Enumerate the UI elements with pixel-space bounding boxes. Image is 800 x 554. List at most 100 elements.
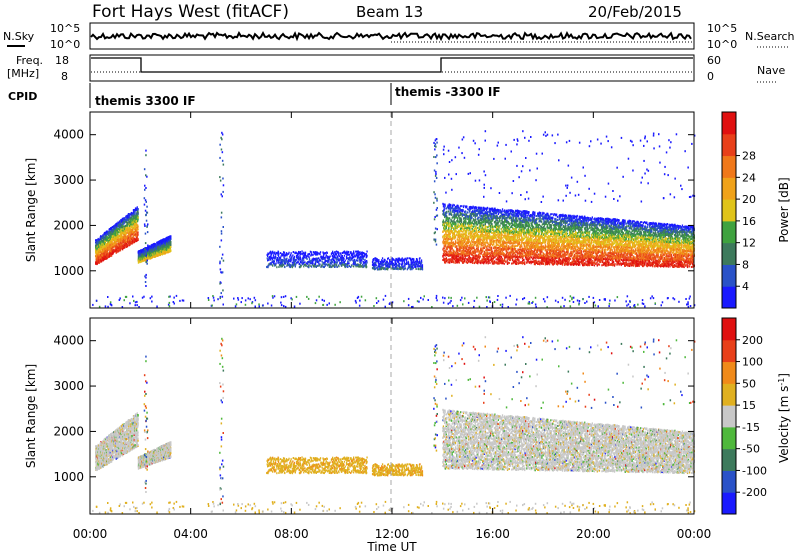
power-cell: [351, 264, 353, 267]
power-cell: [121, 247, 123, 250]
power-cell: [106, 254, 108, 257]
power-cell: [325, 263, 327, 266]
freq-panel: [89, 54, 695, 82]
nave-tick-top: 60: [707, 54, 721, 67]
power-cell: [457, 223, 459, 226]
power-cell: [160, 239, 162, 242]
power-cell: [127, 227, 130, 230]
power-cell: [108, 242, 110, 245]
power-cell: [364, 258, 366, 261]
power-cell: [114, 238, 116, 241]
power-cell: [152, 255, 154, 258]
power-cell: [303, 261, 305, 264]
power-cell: [98, 247, 100, 250]
power-cell: [130, 219, 132, 222]
power-cell: [113, 238, 115, 241]
power-cell: [138, 259, 140, 262]
power-cell: [391, 257, 393, 260]
power-cell: [297, 261, 299, 264]
power-cell: [96, 261, 98, 264]
power-cell: [115, 241, 117, 244]
power-cell: [133, 237, 135, 240]
power-cell: [128, 233, 130, 236]
power-cell: [102, 243, 104, 246]
power-cell: [447, 258, 449, 261]
power-cell: [373, 258, 375, 260]
power-cell: [115, 248, 117, 251]
power-cell: [97, 256, 99, 258]
power-cell: [136, 228, 138, 231]
power-cell: [100, 258, 102, 261]
power-cell: [134, 224, 136, 227]
power-cell: [98, 254, 100, 257]
power-cell: [101, 246, 103, 248]
power-cell: [381, 257, 384, 260]
power-cell: [128, 242, 130, 244]
power-cell: [118, 236, 120, 239]
power-cell: [101, 252, 103, 255]
power-cell: [348, 262, 350, 265]
power-cell: [122, 235, 124, 238]
power-cell: [119, 236, 122, 238]
cpid-segment-1: themis 3300 IF: [95, 94, 196, 108]
power-cell: [443, 254, 445, 257]
power-cell: [353, 265, 355, 268]
power-cell: [133, 217, 135, 220]
power-cell: [335, 253, 338, 256]
power-cell: [458, 254, 460, 256]
power-cell: [170, 242, 172, 245]
power-cell: [444, 205, 446, 207]
power-cell: [329, 255, 331, 258]
power-cell: [118, 231, 120, 234]
power-cell: [318, 262, 320, 265]
nave-label: Nave: [757, 64, 785, 77]
power-cell: [106, 244, 108, 247]
power-cell: [293, 251, 295, 253]
power-cell: [156, 250, 158, 253]
power-cell: [303, 256, 306, 259]
power-cell: [137, 216, 139, 219]
power-cell: [136, 235, 138, 238]
power-cell: [137, 225, 139, 228]
power-cell: [464, 252, 466, 255]
power-cell: [272, 264, 274, 267]
power-cell: [459, 205, 462, 208]
power-cell: [121, 226, 123, 229]
power-cell: [118, 248, 120, 251]
power-cell: [111, 234, 113, 237]
power-cell: [454, 261, 456, 264]
power-cell: [126, 224, 129, 227]
power-cell: [161, 244, 163, 247]
power-cell: [387, 257, 390, 260]
power-cell: [115, 246, 117, 249]
power-cell: [449, 209, 452, 212]
power-cell: [101, 238, 103, 241]
power-cell: [413, 258, 415, 261]
power-cell: [374, 265, 376, 268]
power-cell: [288, 258, 290, 261]
power-cell: [135, 212, 137, 215]
power-cell: [133, 213, 135, 215]
power-cell: [124, 234, 127, 237]
power-cell: [107, 246, 109, 249]
power-cell: [463, 230, 465, 233]
power-cell: [157, 244, 160, 247]
power-cell: [113, 231, 115, 234]
power-cell: [130, 234, 132, 237]
power-cell: [95, 245, 97, 248]
power-cell: [296, 253, 299, 256]
power-cell: [113, 225, 115, 228]
power-cell: [286, 257, 288, 260]
power-cell: [382, 264, 384, 267]
power-cell: [319, 253, 321, 256]
power-cell: [357, 264, 359, 266]
power-cell: [129, 224, 132, 226]
power-cell: [114, 248, 116, 251]
power-cell: [111, 239, 113, 242]
power-cell: [111, 254, 113, 257]
power-cell: [112, 249, 114, 251]
power-panel-frame: [89, 111, 695, 309]
power-cell: [127, 230, 129, 233]
power-cell: [123, 232, 125, 234]
